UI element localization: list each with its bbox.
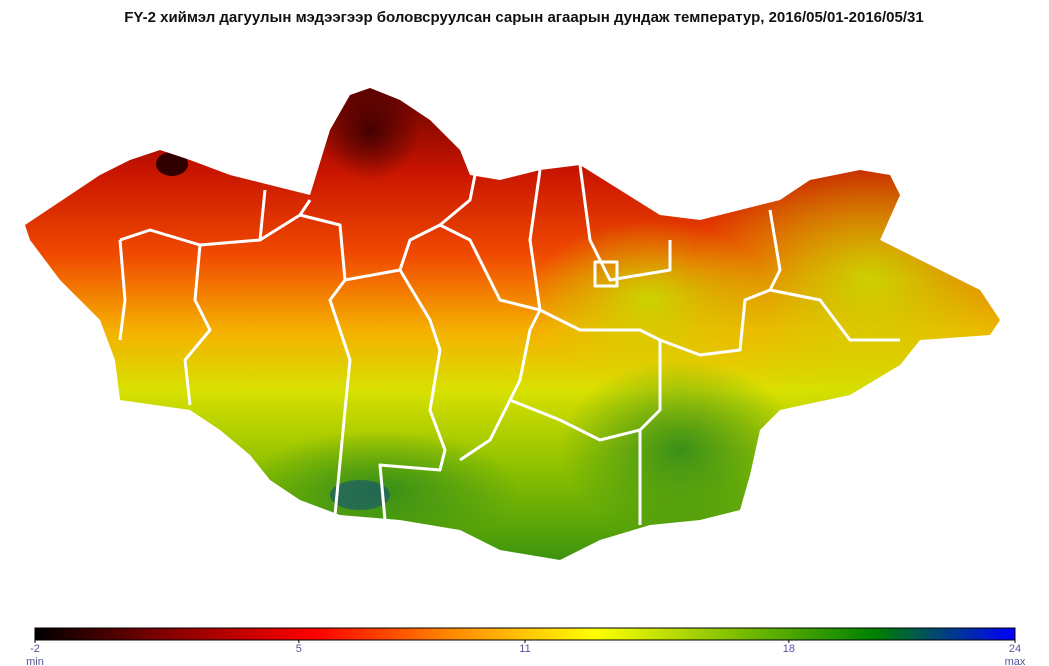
province-borders [118,164,900,525]
colorbar-max-label: max [1005,656,1026,666]
temperature-field [25,88,1000,560]
map-title: FY-2 хиймэл дагуулын мэдээгээр боловсруу… [124,9,923,26]
colorbar-ramp [34,627,1016,641]
colorbar-tick-label: 5 [296,643,302,655]
colorbar: -2 5 11 18 24 min max [26,627,1026,666]
colorbar-tick-label: 24 [1009,643,1021,655]
colorbar-tick-label: 18 [783,643,795,655]
colorbar-tick-label: 11 [519,643,530,655]
colorbar-tick-label: -2 [30,643,40,655]
colorbar-min-label: min [26,656,44,666]
